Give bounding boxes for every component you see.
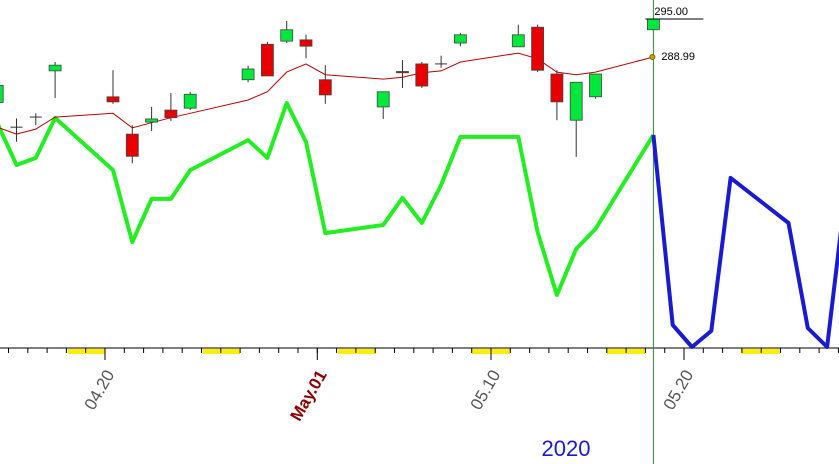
candle bbox=[241, 65, 255, 83]
candle-body bbox=[569, 81, 583, 121]
candle-body bbox=[48, 64, 62, 72]
candle-body bbox=[376, 91, 390, 108]
candle-body bbox=[396, 71, 409, 74]
last-price-label: 295.00 bbox=[654, 6, 688, 18]
candle bbox=[29, 113, 42, 126]
x-tick-label: 05.20 bbox=[660, 367, 698, 413]
candle bbox=[415, 62, 429, 88]
x-tick-label: May.01 bbox=[286, 367, 330, 425]
candle-body bbox=[511, 34, 525, 48]
candle bbox=[589, 73, 602, 99]
candle bbox=[396, 60, 409, 88]
year-label: 2020 bbox=[542, 436, 591, 461]
candle bbox=[511, 24, 525, 48]
candle-body bbox=[589, 73, 602, 98]
candle bbox=[550, 70, 564, 121]
candle bbox=[453, 32, 467, 47]
candle bbox=[647, 18, 660, 31]
candle bbox=[145, 106, 159, 131]
candle-body bbox=[125, 133, 139, 157]
candle-body bbox=[531, 26, 544, 71]
candle-body bbox=[299, 39, 313, 47]
candle-body bbox=[318, 79, 332, 96]
average-marker bbox=[649, 54, 656, 61]
candle bbox=[376, 91, 390, 119]
candle bbox=[48, 62, 62, 99]
candle-body bbox=[183, 93, 197, 109]
candle-body bbox=[415, 63, 429, 87]
candle bbox=[260, 41, 274, 77]
candle bbox=[435, 55, 448, 68]
candle-body bbox=[260, 43, 274, 77]
candle bbox=[183, 91, 197, 111]
candle-body bbox=[453, 34, 467, 44]
weekend-marker bbox=[68, 349, 105, 354]
candle bbox=[125, 125, 139, 164]
x-tick-label: 04.20 bbox=[81, 367, 119, 413]
candle bbox=[106, 70, 120, 104]
candle-body bbox=[241, 68, 255, 81]
candle bbox=[318, 65, 332, 104]
candle-body bbox=[145, 118, 159, 123]
candle-body bbox=[550, 73, 564, 103]
x-tick-label: 05.10 bbox=[467, 367, 505, 413]
candle-body bbox=[164, 109, 178, 119]
candle bbox=[531, 24, 544, 73]
indicator-line bbox=[651, 134, 839, 349]
candle bbox=[299, 34, 313, 59]
indicator-line bbox=[0, 101, 656, 297]
candle-body bbox=[106, 96, 120, 103]
candle bbox=[0, 85, 4, 103]
candle bbox=[569, 81, 583, 157]
weekend-marker bbox=[338, 349, 376, 354]
weekend-markers bbox=[68, 349, 780, 354]
average-label: 288.99 bbox=[661, 51, 695, 63]
candle bbox=[10, 118, 23, 142]
candle bbox=[164, 93, 178, 121]
weekend-marker bbox=[203, 349, 240, 354]
candle bbox=[280, 20, 294, 44]
candle-body bbox=[0, 85, 4, 103]
candle-body bbox=[647, 18, 660, 31]
candle-body bbox=[280, 29, 294, 42]
